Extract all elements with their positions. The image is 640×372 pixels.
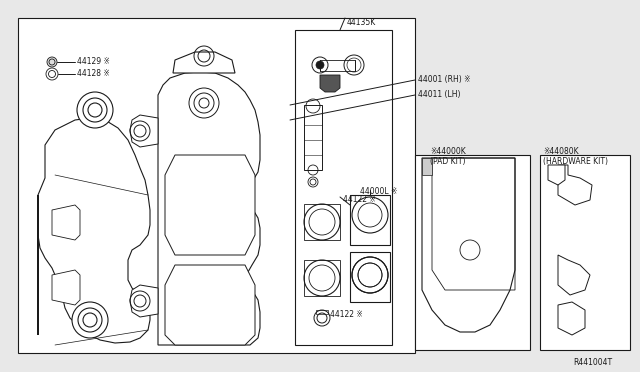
Bar <box>540 155 630 350</box>
Polygon shape <box>165 265 255 345</box>
Circle shape <box>72 302 108 338</box>
Text: 44000L ※: 44000L ※ <box>360 187 397 196</box>
Polygon shape <box>558 165 592 205</box>
Polygon shape <box>165 155 255 255</box>
Text: 44135K: 44135K <box>347 18 376 27</box>
Text: 44128 ※: 44128 ※ <box>77 69 109 78</box>
Polygon shape <box>52 270 80 305</box>
Polygon shape <box>38 118 150 343</box>
Circle shape <box>47 57 57 67</box>
Bar <box>316 310 328 314</box>
Polygon shape <box>422 158 432 175</box>
Circle shape <box>78 308 102 332</box>
Text: 44122 ※: 44122 ※ <box>343 195 376 204</box>
Circle shape <box>83 313 97 327</box>
Polygon shape <box>548 165 565 185</box>
Text: 44001 (RH) ※: 44001 (RH) ※ <box>418 75 470 84</box>
Circle shape <box>316 61 324 69</box>
Bar <box>415 155 530 350</box>
Polygon shape <box>52 205 80 240</box>
Polygon shape <box>558 302 585 335</box>
Polygon shape <box>320 75 340 92</box>
Text: 44122 ※: 44122 ※ <box>330 310 363 319</box>
Polygon shape <box>558 255 590 295</box>
Text: ※44000K
(PAD KIT): ※44000K (PAD KIT) <box>430 147 466 166</box>
Bar <box>18 18 415 353</box>
Polygon shape <box>130 285 158 317</box>
Text: 44011 (LH): 44011 (LH) <box>418 90 461 99</box>
Polygon shape <box>422 158 515 332</box>
Bar <box>295 30 392 345</box>
Polygon shape <box>173 52 235 73</box>
Bar <box>304 260 340 296</box>
Circle shape <box>83 98 107 122</box>
Text: ※44080K
(HARDWARE KIT): ※44080K (HARDWARE KIT) <box>543 147 608 166</box>
Polygon shape <box>158 72 260 345</box>
Circle shape <box>77 92 113 128</box>
Text: 44129 ※: 44129 ※ <box>77 57 110 66</box>
Circle shape <box>88 103 102 117</box>
Bar <box>304 204 340 240</box>
Polygon shape <box>130 115 158 147</box>
Bar <box>350 252 390 302</box>
Bar <box>304 105 322 170</box>
Bar <box>320 60 355 71</box>
Text: R441004T: R441004T <box>573 358 612 367</box>
Bar <box>350 195 390 245</box>
